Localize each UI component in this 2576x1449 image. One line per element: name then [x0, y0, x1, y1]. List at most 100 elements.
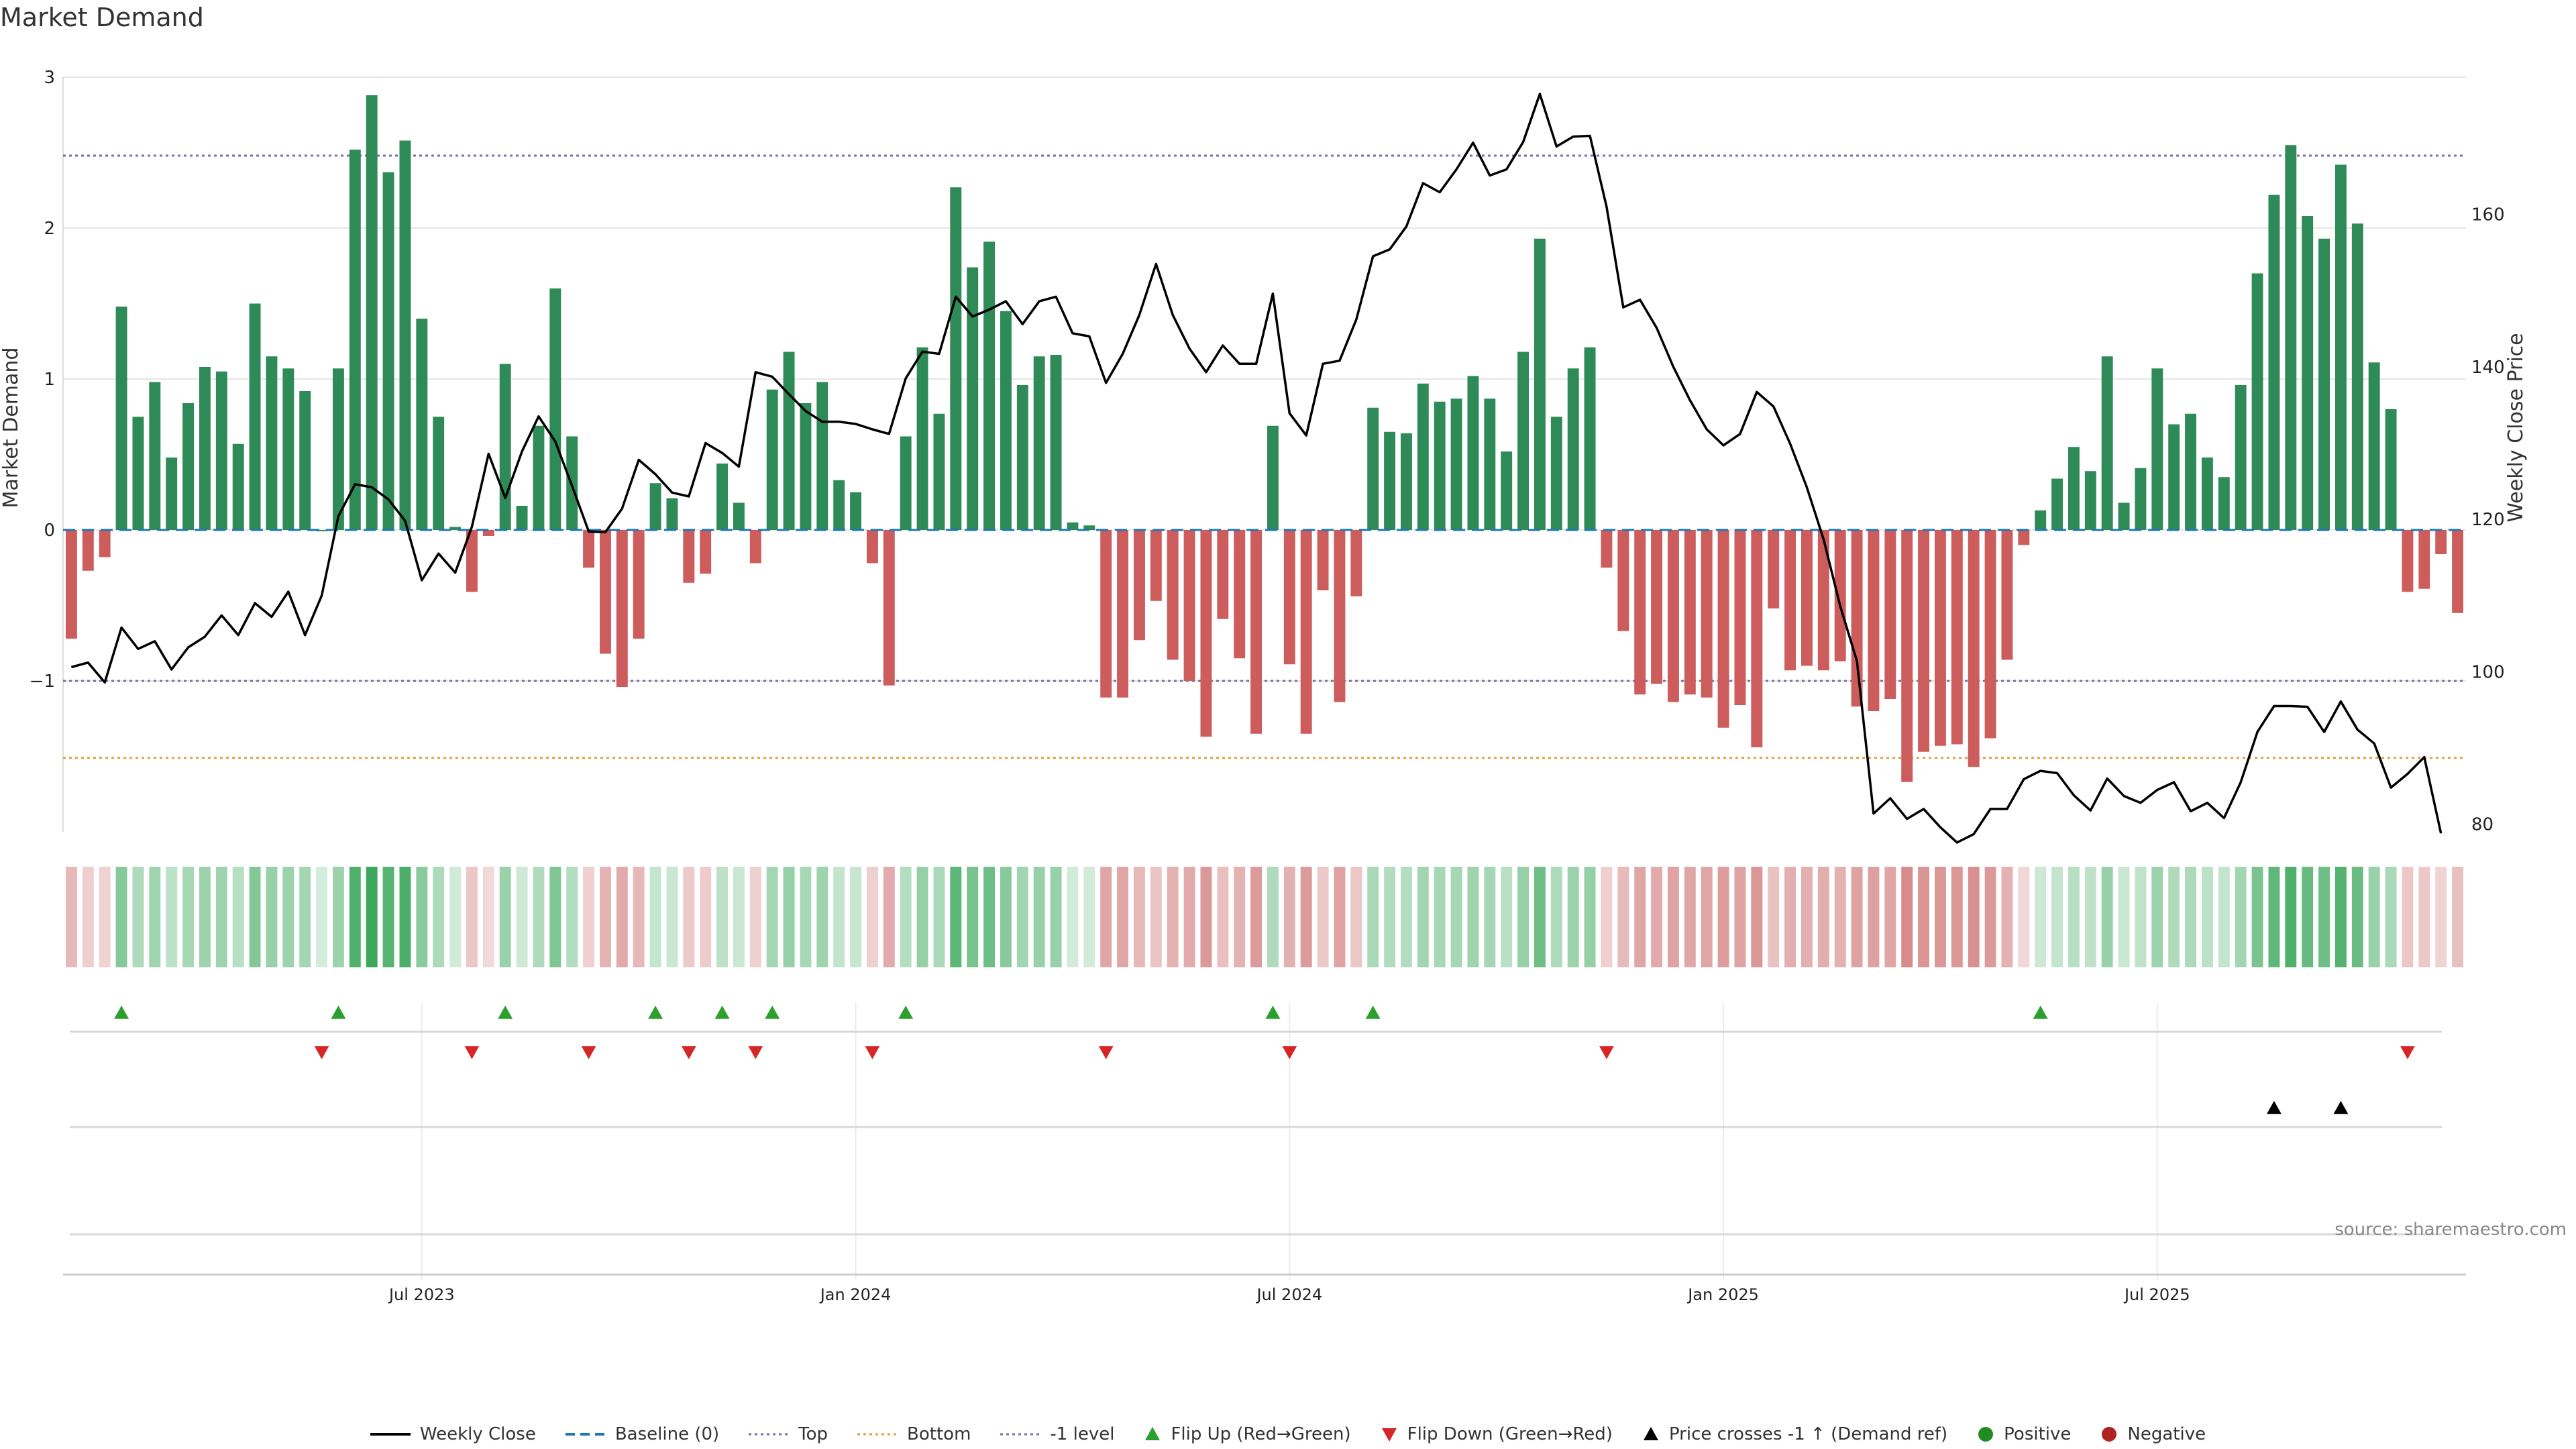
heat-strip-cell [633, 867, 645, 967]
heat-strip-cell [466, 867, 478, 967]
heat-strip-cell [1834, 867, 1846, 967]
demand-bar [1033, 356, 1045, 530]
heat-strip-cell [1434, 867, 1446, 967]
demand-bar [82, 530, 94, 571]
heat-strip-cell [549, 867, 561, 967]
heat-strip-cell [1050, 867, 1062, 967]
demand-bar [2168, 424, 2180, 530]
legend-swatch [857, 1433, 898, 1436]
heat-strip-cell [1550, 867, 1562, 967]
heat-strip-cell [332, 867, 344, 967]
demand-bar [2268, 195, 2280, 530]
heat-strip-cell [983, 867, 996, 967]
demand-bar [950, 187, 962, 530]
demand-bar [1851, 530, 1863, 707]
heat-strip-cell [2385, 867, 2397, 967]
heat-strip-cell [2302, 867, 2314, 967]
demand-bar [366, 95, 378, 530]
demand-bar [1734, 530, 1746, 705]
demand-bar [1534, 238, 1546, 530]
legend-item: Top [749, 1424, 828, 1444]
demand-bar [1384, 431, 1396, 530]
heat-strip-cell [599, 867, 611, 967]
demand-bar [299, 391, 311, 530]
heat-strip-cell [182, 867, 195, 967]
demand-bar [215, 371, 227, 530]
heat-strip-cell [1467, 867, 1479, 967]
y2-tick-label: 80 [2471, 815, 2493, 835]
heat-strip-cell [99, 867, 111, 967]
heat-strip-cell [65, 867, 77, 967]
heat-strip-cell [249, 867, 261, 967]
demand-bar [2318, 238, 2330, 530]
heat-strip-cell [967, 867, 979, 967]
heat-strip-cell [1567, 867, 1579, 967]
heat-strip-cell [516, 867, 528, 967]
demand-bar [1100, 530, 1112, 698]
legend-label: Top [798, 1424, 828, 1444]
heat-strip-cell [883, 867, 895, 967]
heat-strip-cell [1534, 867, 1546, 967]
flip-down-marker [865, 1046, 880, 1059]
demand-bar [1367, 407, 1379, 530]
demand-bar [816, 382, 828, 530]
demand-bar [2418, 530, 2430, 589]
demand-bar [516, 506, 528, 530]
demand-bar [115, 307, 127, 530]
heat-strip-cell [449, 867, 462, 967]
heat-strip-cell [1617, 867, 1629, 967]
heat-strip-cell [716, 867, 729, 967]
x-tick-label: Jan 2024 [819, 1285, 892, 1304]
heat-strip-cell [1951, 867, 1963, 967]
heat-strip-cell [433, 867, 445, 967]
legend-swatch [1978, 1427, 1994, 1442]
heat-strip-cell [1067, 867, 1079, 967]
demand-bar [1868, 530, 1880, 711]
demand-bar [433, 417, 445, 530]
demand-bar [2251, 273, 2263, 530]
demand-bar [166, 458, 178, 530]
demand-bar [2118, 502, 2130, 530]
heat-strip-cell [533, 867, 545, 967]
demand-bar [399, 140, 411, 530]
heat-strip-cell [783, 867, 795, 967]
demand-bar [266, 356, 278, 530]
demand-bar [533, 425, 545, 530]
demand-bar [2368, 362, 2380, 530]
demand-bar [1117, 530, 1129, 698]
legend-swatch [2102, 1427, 2117, 1442]
x-tick-label: Jul 2024 [1255, 1285, 1322, 1304]
demand-bar [1751, 530, 1763, 747]
demand-bar [1501, 451, 1513, 530]
heat-strip-cell [499, 867, 511, 967]
demand-bar [649, 483, 661, 530]
heat-strip-cell [1250, 867, 1263, 967]
x-tick-label: Jul 2023 [388, 1285, 455, 1304]
heat-strip-cell [1851, 867, 1863, 967]
demand-bar [2402, 530, 2414, 592]
heat-strip-cell [1684, 867, 1696, 967]
demand-bar [783, 352, 795, 530]
legend-label: Price crosses -1 ↑ (Demand ref) [1668, 1424, 1948, 1444]
y-tick-label: −1 [30, 672, 55, 692]
legend-label: Flip Down (Green→Red) [1407, 1424, 1613, 1444]
heat-strip-cell [2268, 867, 2280, 967]
demand-bar [1217, 530, 1229, 619]
demand-bar [1400, 433, 1412, 530]
demand-bar [282, 368, 294, 530]
legend-label: Flip Up (Red→Green) [1171, 1424, 1351, 1444]
heat-strip-cell [2018, 867, 2030, 967]
legend-item: Bottom [857, 1424, 971, 1444]
demand-bar [1250, 530, 1263, 734]
demand-bar [1334, 530, 1346, 702]
demand-bar [149, 382, 161, 530]
demand-bar [1584, 347, 1596, 530]
flip-down-marker [581, 1046, 596, 1059]
demand-bar [1000, 311, 1012, 530]
demand-bar [349, 150, 361, 530]
demand-bar [2452, 530, 2464, 613]
heat-strip-cell [2318, 867, 2330, 967]
heat-strip-cell [916, 867, 928, 967]
demand-bar [1183, 530, 1195, 681]
